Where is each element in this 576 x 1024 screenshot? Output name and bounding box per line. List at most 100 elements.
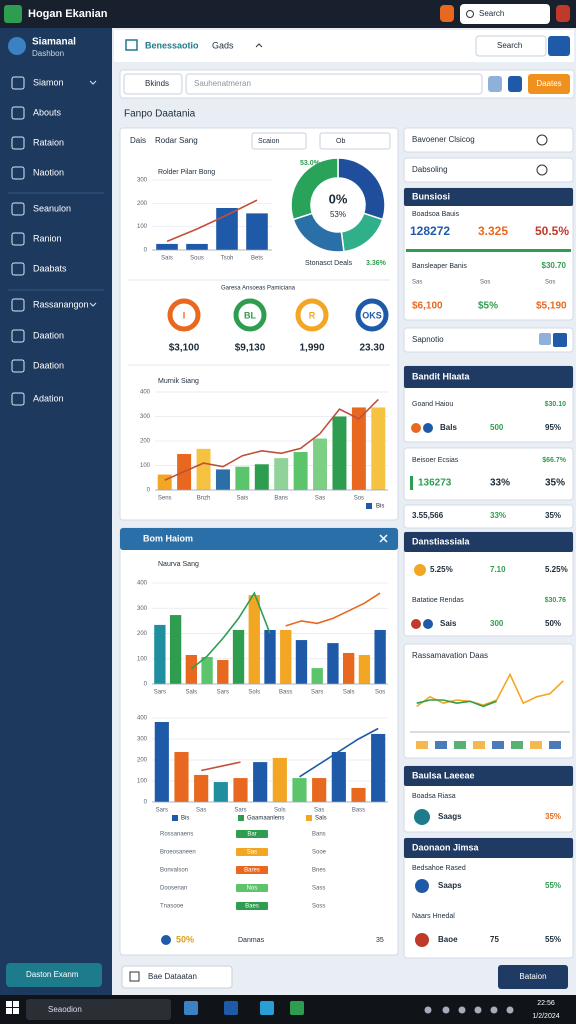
row-label: Tnasooe	[160, 904, 184, 910]
bar	[295, 640, 308, 684]
kpi-icon: BL	[244, 310, 256, 320]
action-button[interactable]	[528, 74, 570, 94]
card-header	[404, 532, 573, 552]
tool-icon[interactable]	[508, 76, 522, 92]
x-tick-label: Sars	[156, 808, 168, 814]
menu-icon	[11, 232, 25, 246]
card-title: Daonaon Jimsa	[412, 842, 480, 852]
side-label: Sapnotio	[412, 335, 444, 344]
menu-item[interactable]: Seanulon	[33, 203, 71, 213]
x-tick-label: Sars	[311, 690, 323, 696]
side-value: Sais	[440, 619, 457, 628]
taskbar-app[interactable]	[290, 1001, 304, 1015]
x-tick-label: Sols	[248, 690, 260, 696]
legend-swatch	[306, 815, 312, 821]
row-value: Sass	[312, 886, 325, 892]
menu-item[interactable]: Adation	[33, 393, 64, 403]
tab[interactable]: Gads	[212, 40, 234, 50]
menu-item[interactable]: Daabats	[33, 263, 67, 273]
y-tick-label: 200	[140, 439, 151, 445]
row-value: Sooe	[312, 850, 327, 856]
row-tag-text: Sas	[247, 850, 257, 856]
y-tick-label: 0	[144, 682, 148, 688]
start-icon[interactable]	[6, 1001, 12, 1007]
menu-item[interactable]: Ranion	[33, 233, 62, 243]
y-tick-label: 0	[147, 488, 151, 494]
taskbar-search[interactable]	[26, 999, 171, 1020]
side-label: Beisoer Ecsias	[412, 457, 459, 464]
bar	[253, 762, 268, 802]
menu-item[interactable]: Rataion	[33, 137, 64, 147]
select[interactable]	[319, 132, 391, 150]
chart-title: Murnik Siang	[158, 378, 199, 385]
side-value: 50%	[545, 619, 561, 628]
side-value: 300	[490, 619, 504, 628]
filter-button[interactable]	[123, 73, 183, 95]
side-label: Dabsoling	[412, 165, 448, 174]
side-value: 3.325	[478, 224, 508, 238]
bar	[374, 629, 386, 684]
bottom-label: Bae Dataatan	[148, 972, 197, 981]
coin-icon	[414, 564, 426, 576]
kpi-ring	[233, 298, 267, 332]
side-value: 75	[490, 935, 499, 944]
x-tick-label: Sas	[315, 496, 325, 502]
sidebar-button[interactable]	[6, 963, 102, 987]
card-title: Baulsa Laeeae	[412, 770, 475, 780]
menu-item[interactable]: Siamon	[33, 77, 64, 87]
side-value: 33%	[490, 478, 510, 489]
y-tick-label: 300	[137, 606, 148, 612]
bar	[351, 407, 366, 490]
close-icon[interactable]	[379, 534, 388, 543]
chevron	[255, 43, 263, 48]
y-tick-label: 0	[144, 800, 148, 806]
x-tick-label: Sens	[158, 496, 172, 502]
line	[285, 592, 381, 627]
notify-icon[interactable]	[440, 5, 454, 22]
x-tick-label: Sars	[154, 690, 166, 696]
chevron	[89, 80, 97, 85]
x-tick-label: Sals	[343, 690, 355, 696]
header-search[interactable]	[475, 35, 547, 57]
card	[403, 504, 574, 529]
x-tick-label: Sos	[375, 690, 385, 696]
side-value: Saaps	[438, 881, 462, 890]
bar	[196, 448, 211, 490]
start-icon[interactable]	[13, 1001, 19, 1007]
row-label: Broeosaneen	[160, 850, 196, 856]
tab[interactable]: Benessaotio	[145, 40, 199, 50]
start-icon[interactable]	[13, 1008, 19, 1014]
menu-item[interactable]: Daation	[33, 330, 64, 340]
menu-item[interactable]: Daation	[33, 360, 64, 370]
menu-item[interactable]: Abouts	[33, 107, 62, 117]
x-tick-label: Sals	[185, 690, 197, 696]
legend-swatch	[366, 503, 372, 509]
chevron	[89, 302, 97, 307]
side-label: Boadsoa Bauis	[412, 211, 460, 218]
bar	[312, 778, 327, 802]
side-col: Sas	[412, 280, 422, 286]
mini-legend	[454, 741, 466, 749]
bottom-button[interactable]	[498, 965, 568, 989]
donut-caption: Stonasct Deals	[305, 260, 353, 267]
action-text: Daates	[536, 79, 561, 88]
header-button[interactable]	[548, 36, 570, 56]
side-value: 33%	[490, 511, 506, 520]
search-input[interactable]	[185, 73, 483, 95]
card-title: Danstiassiala	[412, 536, 471, 546]
close-icon[interactable]	[556, 5, 570, 22]
taskbar-app[interactable]	[184, 1001, 198, 1015]
brand: Siamanal	[32, 37, 76, 48]
menu-item[interactable]: Rassanangon	[33, 299, 89, 309]
bottom-field[interactable]	[121, 965, 233, 989]
taskbar-app[interactable]	[260, 1001, 274, 1015]
tool-icon[interactable]	[488, 76, 502, 92]
bar	[371, 407, 386, 490]
start-icon[interactable]	[6, 1008, 12, 1014]
taskbar-app[interactable]	[224, 1001, 238, 1015]
side-value: Baoe	[438, 935, 458, 944]
menu-item[interactable]: Naotion	[33, 167, 64, 177]
select[interactable]	[251, 132, 307, 150]
y-tick-label: 100	[137, 656, 148, 662]
search-box[interactable]	[460, 4, 550, 24]
